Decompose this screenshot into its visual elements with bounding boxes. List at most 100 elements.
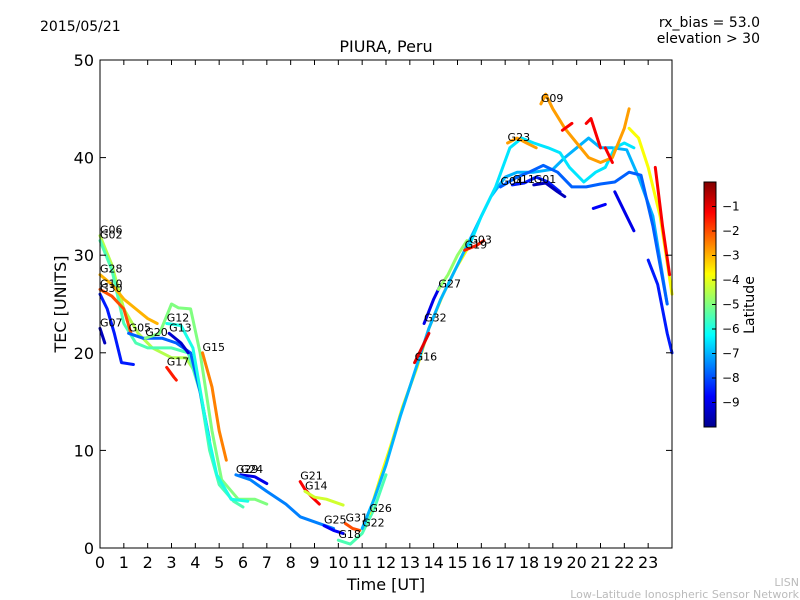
x-tick-label: 21 [590, 553, 610, 572]
series-line-g27 [436, 239, 469, 291]
x-tick-label: 10 [328, 553, 348, 572]
x-tick-label: 11 [352, 553, 372, 572]
x-tick-label: 1 [119, 553, 129, 572]
series-line-g16 [413, 331, 431, 365]
series-label-g18: G18 [338, 528, 361, 541]
x-tick-label: 22 [614, 553, 634, 572]
series-label-g10: G10 [100, 277, 123, 290]
colorbar-tick-label: −7 [722, 347, 740, 361]
y-tick-label: 30 [74, 246, 94, 265]
series-line-g22 [360, 136, 669, 530]
x-tick-label: 13 [400, 553, 420, 572]
series-lines [98, 92, 674, 546]
series-line-g11 [510, 175, 562, 194]
series-line-g23 [506, 136, 538, 150]
x-tick-label: 3 [166, 553, 176, 572]
series-line-31 [560, 121, 574, 132]
series-line-g10 [98, 287, 133, 335]
date-label: 2015/05/21 [40, 19, 121, 35]
series-label-g29: G29 [236, 463, 259, 476]
y-tick-label: 0 [84, 539, 94, 558]
series-label-g20: G20 [145, 326, 168, 339]
y-tick-label: 20 [74, 344, 94, 363]
watermark-network: Low-Latitude Ionospheric Sensor Network [570, 588, 799, 600]
series-label-g22: G22 [362, 516, 385, 529]
series-line-g25 [322, 524, 345, 535]
series-label-g24: G24 [241, 463, 264, 476]
series-line-g31 [344, 522, 362, 532]
series-label-g25: G25 [324, 514, 347, 527]
series-line-g20 [143, 302, 269, 506]
series-line-g29 [234, 473, 336, 530]
x-axis-label: Time [UT] [346, 575, 425, 594]
y-axis-label: TEC [UNITS] [51, 256, 70, 354]
series-label-g23: G23 [508, 131, 531, 144]
series-line-g24 [239, 473, 269, 486]
series-line-g07 [98, 326, 107, 345]
series-label-g07: G07 [100, 316, 123, 329]
series-label-g32: G32 [424, 312, 447, 325]
x-tick-label: 9 [309, 553, 319, 572]
series-label-g16: G16 [415, 351, 438, 364]
colorbar-tick-label: −8 [722, 371, 740, 385]
series-line-g13 [167, 331, 190, 355]
series-line-g09 [539, 92, 631, 164]
series-label-g19: G19 [465, 238, 488, 251]
x-tick-label: 4 [190, 553, 200, 572]
x-tick-label: 0 [95, 553, 105, 572]
series-line-36 [591, 202, 607, 210]
colorbar-label: Latitude [742, 276, 758, 334]
x-tick-label: 2 [143, 553, 153, 572]
series-line-33 [603, 146, 614, 164]
series-label-g04: G04 [500, 175, 523, 188]
x-tick-label: 16 [471, 553, 491, 572]
x-axis: 0 1 2 3 4 5 6 7 8 9 10 11 12 13 14 15 16 17 18 19 20 21 22 23 [95, 60, 658, 572]
series-label-g13: G13 [169, 321, 192, 334]
series-label-g31: G31 [345, 512, 368, 525]
series-label-g28: G28 [100, 263, 123, 276]
series-label-g09: G09 [541, 92, 564, 105]
series-label-g02: G02 [100, 229, 123, 242]
series-label-g06: G06 [100, 224, 123, 237]
x-tick-label: 17 [495, 553, 515, 572]
series-label-g11: G11 [512, 173, 535, 186]
series-label-g01: G01 [534, 173, 557, 186]
colorbar-tick-label: −1 [722, 200, 740, 214]
chart-title: PIURA, Peru [339, 37, 432, 56]
x-tick-label: 8 [286, 553, 296, 572]
series-line-g12 [165, 322, 250, 503]
x-tick-label: 7 [262, 553, 272, 572]
x-tick-label: 19 [543, 553, 563, 572]
series-line-g03 [467, 136, 636, 247]
series-line-32 [584, 117, 602, 150]
y-axis: 0 10 20 30 40 50 [74, 51, 672, 558]
y-tick-label: 50 [74, 51, 94, 70]
colorbar-tick-label: −5 [722, 298, 740, 312]
colorbar-tick-label: −4 [722, 273, 740, 287]
series-label-g05: G05 [129, 321, 152, 334]
series-line-g17 [165, 365, 178, 382]
x-tick-label: 5 [214, 553, 224, 572]
colorbar-tick-label: −9 [722, 396, 740, 410]
x-tick-label: 6 [238, 553, 248, 572]
colorbar-tick-label: −3 [722, 249, 740, 263]
y-tick-label: 10 [74, 441, 94, 460]
series-label-g26: G26 [369, 502, 392, 515]
x-tick-label: 12 [376, 553, 396, 572]
series-line-g15 [201, 351, 228, 462]
series-line-35 [653, 165, 672, 277]
x-tick-label: 20 [566, 553, 586, 572]
series-label-g21: G21 [300, 470, 323, 483]
colorbar-tick-label: −2 [722, 224, 740, 238]
x-tick-label: 14 [423, 553, 443, 572]
series-line-g02 [98, 239, 245, 509]
series-line-g01 [532, 181, 567, 199]
series-line-g30 [98, 292, 135, 366]
rx-bias-label: rx_bias = 53.0 [659, 15, 760, 31]
series-line-g28 [98, 273, 159, 325]
series-label-g27: G27 [438, 277, 461, 290]
x-tick-label: 15 [447, 553, 467, 572]
series-line-38 [646, 258, 674, 355]
